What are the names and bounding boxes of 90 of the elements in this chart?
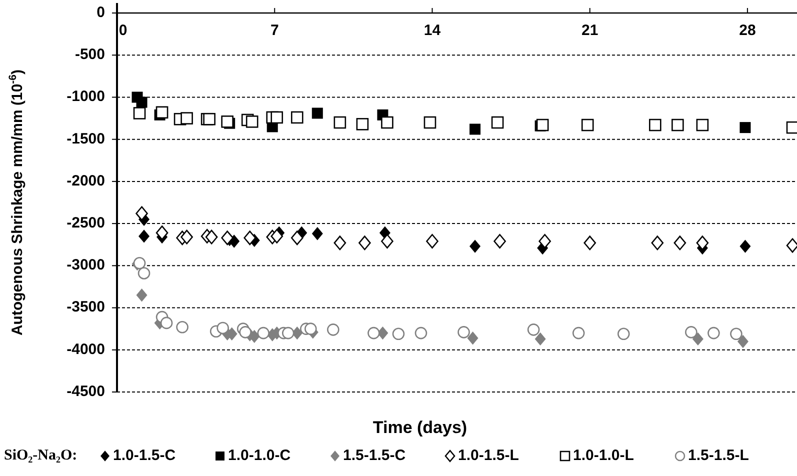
point	[491, 116, 504, 129]
point	[392, 328, 405, 340]
point	[180, 112, 193, 124]
point	[786, 238, 797, 253]
point	[696, 236, 709, 250]
point	[221, 230, 234, 246]
point	[334, 236, 346, 250]
x-tick-label: 28	[739, 22, 756, 39]
point	[740, 240, 751, 253]
legend-title: SiO₂-Na₂O:	[4, 447, 78, 464]
point	[584, 236, 596, 250]
point	[674, 236, 686, 250]
point	[467, 332, 478, 345]
point	[538, 234, 551, 248]
point	[424, 116, 436, 129]
point	[648, 118, 662, 132]
x-tick-label: 7	[270, 22, 279, 39]
point	[730, 328, 742, 340]
point	[740, 122, 751, 134]
point	[356, 118, 369, 130]
y-tick-label: -4000	[66, 340, 105, 358]
point	[156, 106, 168, 119]
point	[136, 288, 148, 302]
point	[685, 326, 698, 338]
point	[651, 236, 664, 250]
point	[494, 234, 506, 248]
point	[536, 118, 549, 132]
point	[136, 206, 148, 221]
point	[203, 112, 216, 126]
point	[534, 332, 546, 346]
point	[138, 267, 150, 280]
x-tick-label: 14	[424, 22, 442, 39]
point	[180, 230, 193, 244]
legend-label: 1.5-1.5-L	[688, 446, 749, 464]
y-tick-label: 0	[96, 4, 105, 21]
point	[581, 118, 594, 132]
point	[572, 326, 585, 340]
x-tick-label: 21	[582, 22, 598, 39]
point	[470, 240, 481, 253]
x-axis-title: Time (days)	[372, 418, 468, 437]
point	[304, 322, 317, 335]
point	[282, 326, 294, 340]
point	[246, 115, 258, 128]
point	[692, 332, 704, 346]
legend-label: 1.0-1.0-L	[573, 446, 634, 464]
y-tick-label: -3500	[66, 298, 105, 316]
point	[160, 316, 173, 330]
point	[737, 334, 748, 348]
y-tick-label: -2500	[66, 214, 105, 232]
point	[176, 321, 188, 334]
legend-label: 1.0-1.0-C	[228, 446, 291, 464]
point	[270, 228, 284, 244]
point	[327, 324, 340, 336]
point	[368, 326, 380, 340]
point	[381, 116, 394, 129]
point	[216, 322, 229, 334]
point	[244, 230, 256, 246]
point	[205, 230, 218, 244]
point	[527, 324, 540, 336]
legend-label: 1.5-1.5-C	[343, 446, 406, 464]
y-tick-label: -3000	[66, 256, 105, 274]
point	[334, 116, 346, 129]
point	[414, 326, 428, 340]
y-tick-label: -4500	[66, 382, 105, 400]
point	[458, 326, 470, 338]
point	[672, 118, 684, 132]
point	[138, 230, 150, 243]
point	[358, 236, 371, 250]
point	[290, 230, 304, 246]
y-tick-label: -500	[74, 46, 105, 64]
point	[381, 234, 394, 248]
legend-label: 1.0-1.5-C	[113, 446, 176, 464]
point	[696, 118, 709, 132]
point	[617, 328, 630, 340]
y-tick-label: -1000	[66, 88, 105, 106]
point	[312, 108, 323, 119]
point	[708, 326, 720, 340]
y-tick-label: -1500	[66, 130, 105, 148]
point	[312, 227, 323, 240]
point	[221, 115, 234, 128]
y-tick-label: -2000	[66, 172, 105, 190]
point	[239, 326, 252, 338]
point	[470, 124, 481, 135]
legend-label: 1.0-1.5-L	[458, 446, 519, 464]
point	[426, 234, 438, 248]
x-tick-label: 0	[118, 22, 128, 39]
point	[290, 111, 304, 124]
point	[133, 256, 146, 270]
point	[257, 326, 270, 340]
point	[270, 111, 284, 124]
